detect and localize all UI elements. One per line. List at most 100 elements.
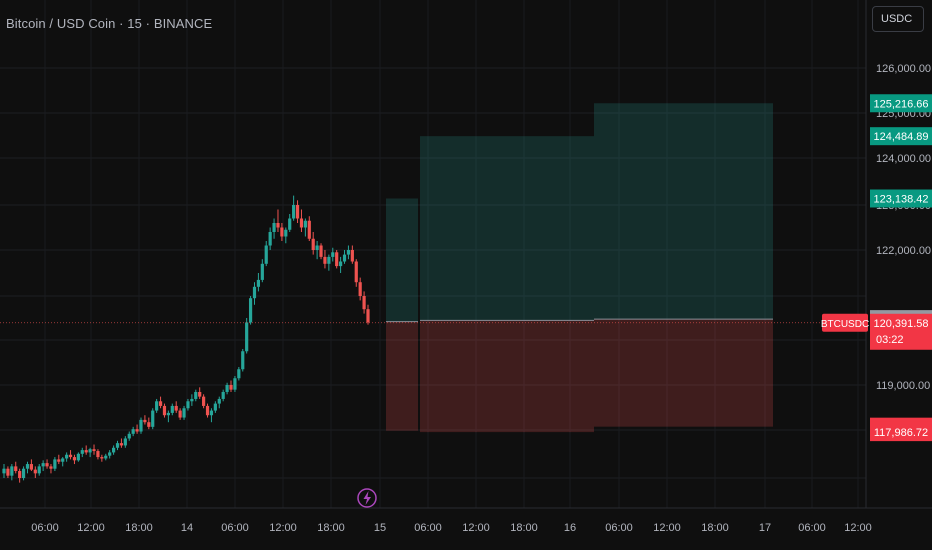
candle-body <box>331 252 335 257</box>
candle-body <box>237 369 241 379</box>
candle-body <box>346 250 351 255</box>
candle-body <box>342 254 347 262</box>
chart-title: Bitcoin / USD Coin · 15 · BINANCE <box>6 16 213 31</box>
candle-body <box>295 205 300 219</box>
candle-body <box>147 422 151 427</box>
candle-body <box>276 223 280 228</box>
position-profit-zone <box>594 103 773 320</box>
current-price-badge-bg <box>870 313 932 350</box>
time-tick-label: 14 <box>181 522 193 534</box>
candle-body <box>96 451 100 458</box>
candle-body <box>260 263 264 280</box>
time-tick-label: 18:00 <box>317 522 345 534</box>
symbol-tag: BTCUSDC <box>821 313 869 332</box>
time-tick-label: 16 <box>564 522 576 534</box>
candle-body <box>18 471 22 478</box>
candle-body <box>229 385 233 390</box>
candle-body <box>21 468 26 478</box>
candle-body <box>155 401 159 411</box>
candle-body <box>162 405 167 416</box>
candle-body <box>88 449 92 453</box>
price-badge-label: 117,986.72 <box>874 427 928 439</box>
lightning-icon-ring <box>357 488 377 508</box>
candle-body <box>143 419 147 423</box>
price-badge-bg <box>870 94 932 113</box>
candle-body <box>217 398 221 404</box>
candle-body <box>158 401 163 406</box>
candle-body <box>68 454 73 458</box>
candle-body <box>6 468 10 476</box>
position-profit-zone <box>386 198 418 322</box>
candle-body <box>170 405 174 413</box>
candle-body <box>10 466 14 476</box>
candle-body <box>284 229 288 237</box>
candle-body <box>292 205 296 219</box>
candle-body <box>37 466 41 474</box>
candle-body <box>225 385 229 392</box>
candle-body <box>119 443 124 446</box>
time-tick-label: 12:00 <box>269 522 297 534</box>
candle-body <box>194 391 198 399</box>
chart-grid <box>0 0 866 508</box>
candle-body <box>80 450 84 454</box>
time-tick-label: 12:00 <box>653 522 681 534</box>
price-badges: 125,216.66124,484.89123,138.42120,474.76… <box>821 94 932 442</box>
candle-body <box>339 261 343 267</box>
candle-body <box>186 401 190 409</box>
candle-body <box>61 458 65 462</box>
candle-body <box>92 449 96 452</box>
lightning-icon[interactable] <box>357 488 377 508</box>
candle-body <box>115 443 120 448</box>
time-tick-label: 12:00 <box>844 522 872 534</box>
candle-body <box>57 459 61 462</box>
price-badge: 125,216.66 <box>870 94 932 113</box>
currency-selector-button[interactable]: USDC <box>872 6 924 32</box>
time-tick-label: 17 <box>759 522 771 534</box>
time-tick-label: 06:00 <box>798 522 826 534</box>
candle-body <box>268 232 272 246</box>
candle-body <box>190 398 194 402</box>
candle-body <box>233 378 237 390</box>
candle-body <box>178 410 182 418</box>
candle-body <box>248 298 253 323</box>
candle-body <box>354 261 358 283</box>
candle-body <box>65 454 69 459</box>
candlestick-series <box>2 195 370 483</box>
candle-body <box>166 412 170 416</box>
price-tick-label: 122,000.00 <box>876 245 931 257</box>
candle-body <box>111 447 116 453</box>
candle-body <box>213 403 217 411</box>
time-tick-label: 06:00 <box>31 522 59 534</box>
candle-body <box>366 309 370 323</box>
candle-body <box>315 245 319 250</box>
candle-body <box>198 391 202 397</box>
candle-body <box>288 218 292 230</box>
time-tick-label: 12:00 <box>77 522 105 534</box>
price-badge-bg <box>870 189 932 208</box>
candle-body <box>307 220 311 239</box>
price-tick-label: 119,000.00 <box>876 380 930 392</box>
price-tick-label: 124,000.00 <box>876 153 931 165</box>
current-price-badge: 120,391.58 03:22 <box>870 313 932 350</box>
candle-body <box>245 322 249 352</box>
candle-body <box>127 433 131 439</box>
candle-body <box>131 429 135 434</box>
candle-body <box>182 408 186 418</box>
lightning-icon-bolt <box>363 491 371 505</box>
candle-body <box>256 279 261 287</box>
position-loss-zone <box>594 319 773 427</box>
candle-body <box>202 396 206 406</box>
price-badge: 123,138.42 <box>870 189 932 208</box>
price-badge-bg <box>870 127 932 146</box>
candle-body <box>2 468 6 474</box>
candle-body <box>272 223 276 232</box>
candle-body <box>45 463 49 467</box>
price-badge: 117,986.72 <box>870 423 932 442</box>
candle-body <box>151 410 155 427</box>
candle-body <box>33 469 37 474</box>
candle-body <box>241 351 245 370</box>
time-tick-label: 18:00 <box>510 522 538 534</box>
candle-body <box>29 464 33 470</box>
candle-body <box>327 256 331 264</box>
